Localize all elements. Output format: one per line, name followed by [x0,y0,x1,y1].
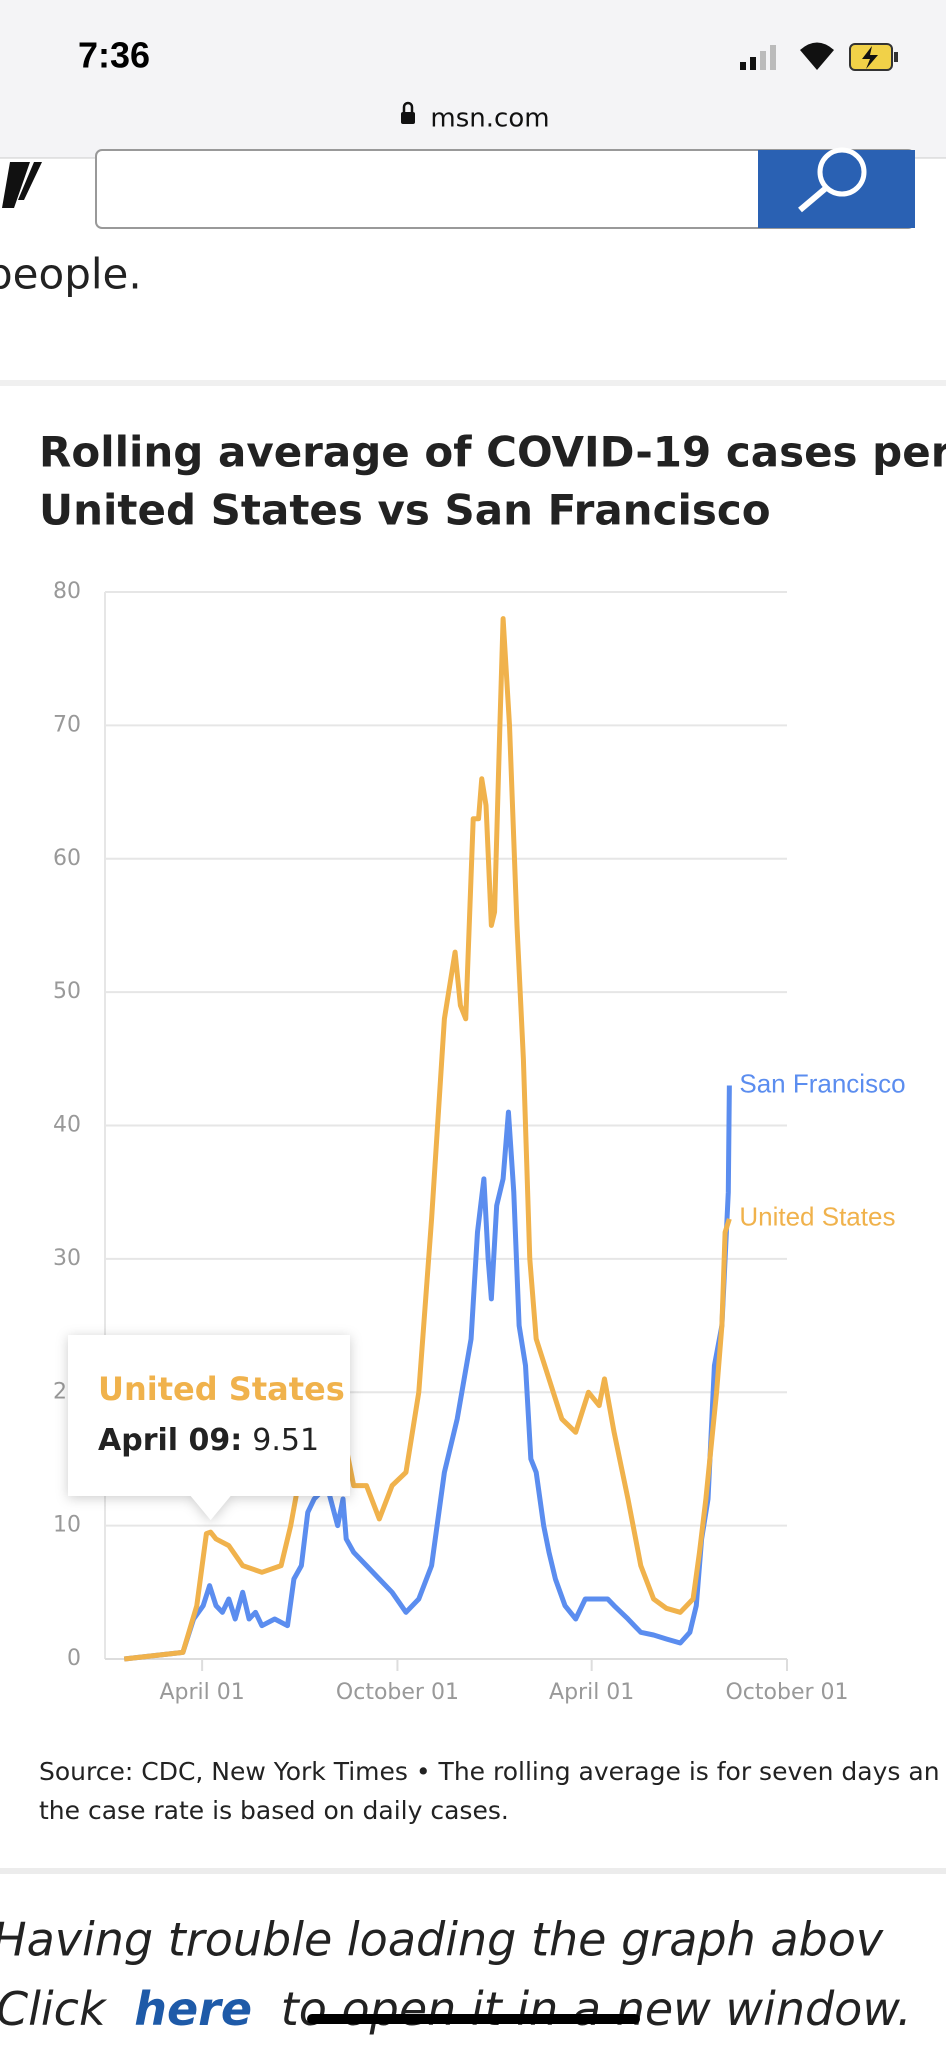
line-series [123,1085,732,1662]
tooltip-number: 9.51 [252,1423,319,1458]
lock-shackle [402,101,414,112]
search-icon [817,147,867,197]
tooltip-value: April 09: 9.51 [98,1423,319,1458]
browser-bar [0,0,946,158]
body-text: people. [0,250,142,299]
line-series [123,616,732,1662]
chart-title: Rolling average of COVID-19 cases per 10… [39,428,946,477]
chart-title: United States vs San Francisco [39,486,771,535]
series-label: San Francisco [739,1068,905,1098]
x-tick-label: October 01 [725,1680,848,1705]
series-label: United States [739,1202,895,1232]
y-tick-label: 80 [53,579,81,604]
tooltip-box [68,1335,350,1521]
x-tick-label: April 01 [549,1680,634,1705]
y-tick-label: 10 [53,1513,81,1538]
logo [2,162,42,208]
y-tick-label: 40 [53,1113,81,1138]
source-note: Source: CDC, New York Times • The rollin… [39,1757,940,1786]
lock-icon [401,112,415,124]
x-tick-label: April 01 [159,1680,244,1705]
y-tick-label: 60 [53,846,81,871]
divider [0,1868,946,1874]
url[interactable]: msn.com [430,104,549,134]
footer-text: Click [0,1982,108,2036]
footer-text: Click here to open it in a new window. [0,1982,912,2036]
footer-text: to open it in a new window. [281,1982,912,2036]
status-icons [740,42,898,71]
divider [0,380,946,386]
source-note: the case rate is based on daily cases. [39,1796,509,1825]
y-tick-label: 50 [53,979,81,1004]
y-tick-label: 0 [67,1646,81,1671]
footer-text: Having trouble loading the graph abov [0,1913,884,1967]
x-tick-label: October 01 [336,1680,459,1705]
tooltip-date: April 09: [98,1423,242,1458]
status-time: 7:36 [78,35,150,76]
tooltip-series: United States [98,1370,345,1408]
y-tick-label: 30 [53,1246,81,1271]
link[interactable]: here [134,1982,252,2036]
search-button[interactable] [758,150,915,228]
tooltip: United States April 09: 9.51 [68,1335,350,1521]
home-indicator [307,2014,640,2024]
y-tick-label: 70 [53,712,81,737]
